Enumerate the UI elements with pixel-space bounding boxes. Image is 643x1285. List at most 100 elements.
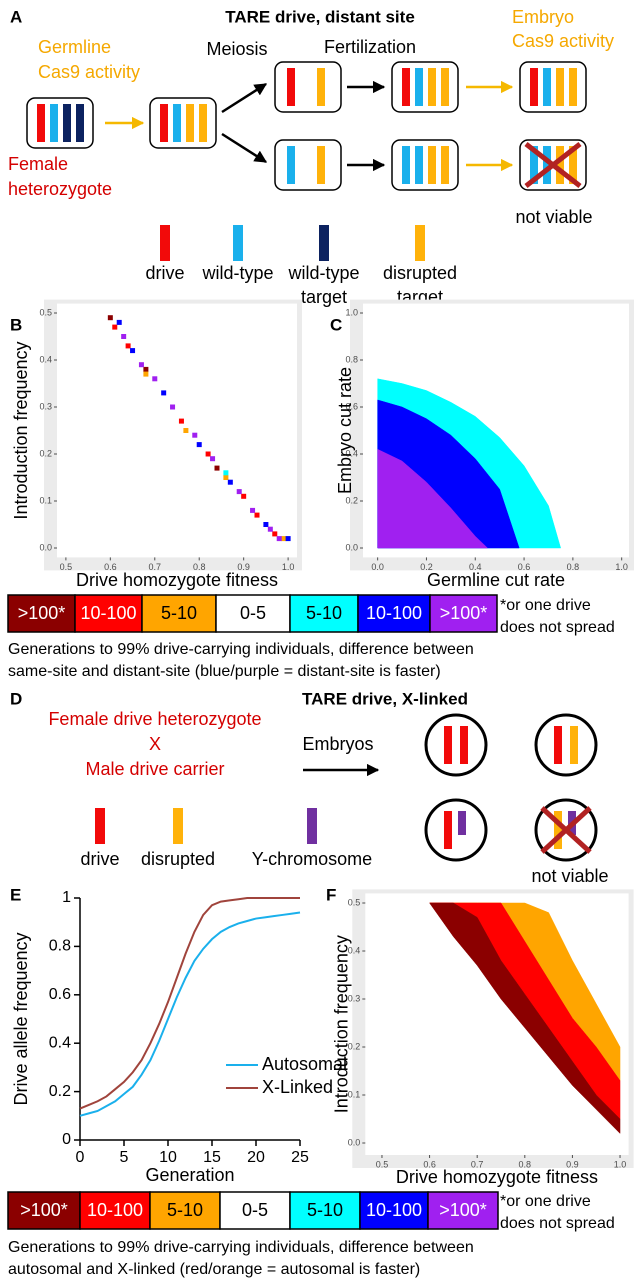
line <box>79 911 301 1117</box>
legend-swatch <box>219 1191 291 1230</box>
legend-label: 10-100 <box>366 603 422 623</box>
point <box>223 475 229 480</box>
legend-note: does not spread <box>500 1215 615 1232</box>
x-axis-title: Drive homozygote fitness <box>76 570 278 590</box>
embryo-label: Cas9 activity <box>512 31 614 51</box>
chromosome <box>186 104 194 142</box>
legend-label: 10-100 <box>366 1200 422 1220</box>
not-viable-label: not viable <box>531 866 608 886</box>
legend-swatch <box>289 1191 361 1230</box>
legend-label: 0-5 <box>240 603 266 623</box>
cross-label: Male drive carrier <box>85 759 224 779</box>
legend-label: >100* <box>18 603 66 623</box>
point <box>143 366 149 372</box>
legend-label: Autosomal <box>262 1054 347 1074</box>
caption: Generations to 99% drive-carrying indivi… <box>8 641 474 658</box>
genotype-box <box>274 61 342 113</box>
x-tick-label: 0.8 <box>193 562 206 572</box>
y-tick-label: 0.2 <box>348 1041 361 1051</box>
legend-note: *or one drive <box>500 1193 591 1210</box>
y-tick-label: 1 <box>62 889 71 906</box>
legend-swatch <box>357 594 431 633</box>
legend-label: >100* <box>440 603 488 623</box>
y-tick-label: 0.2 <box>49 1083 71 1100</box>
chromosome <box>415 68 423 106</box>
caption: Generations to 99% drive-carrying indivi… <box>8 1239 474 1256</box>
point <box>107 315 113 321</box>
chromosome <box>554 811 562 849</box>
y-tick-label: 0.6 <box>345 401 358 411</box>
legend-label: 10-100 <box>87 1200 143 1220</box>
chromosome <box>63 104 71 142</box>
point <box>254 512 260 518</box>
y-tick-label: 0.4 <box>348 945 361 955</box>
legend-swatch <box>427 1191 499 1230</box>
chromosome <box>569 146 577 184</box>
x-tick-label: 25 <box>291 1149 309 1166</box>
point <box>281 536 287 542</box>
point <box>116 319 122 325</box>
panel-title: TARE drive, X-linked <box>302 689 468 708</box>
y-tick-label: 0.0 <box>345 542 358 552</box>
x-tick-label: 0.5 <box>60 562 73 572</box>
panel-letter: A <box>10 7 22 26</box>
chromosome <box>199 104 207 142</box>
key-swatch <box>173 808 183 844</box>
germline-label: Cas9 activity <box>38 62 140 82</box>
cross-label: X <box>149 734 161 754</box>
not-viable-label: not viable <box>515 207 592 227</box>
chromosome <box>569 68 577 106</box>
key-label: Y-chromosome <box>252 849 372 869</box>
key-label: disrupted <box>141 849 215 869</box>
plot-area <box>57 303 297 558</box>
y-tick-label: 0.4 <box>345 448 358 458</box>
legend-label: 10-100 <box>80 603 136 623</box>
legend-label: 5-10 <box>307 1200 343 1220</box>
chromosome <box>530 146 538 184</box>
key-label: wild-type <box>201 263 273 283</box>
key-swatch <box>319 225 329 261</box>
key-label: target <box>301 287 347 307</box>
point <box>214 465 220 471</box>
x-tick-label: 1.0 <box>614 1159 627 1169</box>
point <box>170 404 176 410</box>
chromosome <box>570 726 578 764</box>
legend-swatch <box>149 1191 221 1230</box>
point <box>210 456 216 462</box>
genotype-box <box>274 139 342 191</box>
point <box>130 348 136 354</box>
arrow <box>221 82 268 114</box>
x-tick-label: 0 <box>76 1149 85 1166</box>
chromosome <box>402 146 410 184</box>
y-tick-label: 1.0 <box>345 307 358 317</box>
key-swatch <box>415 225 425 261</box>
point <box>112 324 118 330</box>
chromosome <box>441 68 449 106</box>
legend-label: 5-10 <box>167 1200 203 1220</box>
legend-swatch <box>289 594 359 633</box>
key-label: drive <box>80 849 119 869</box>
point <box>192 432 198 438</box>
legend-swatch <box>429 594 498 633</box>
legend-note: does not spread <box>500 619 615 636</box>
x-tick-label: 0.8 <box>519 1159 532 1169</box>
cross-label: Female drive heterozygote <box>48 709 261 729</box>
caption: autosomal and X-linked (red/orange = aut… <box>8 1261 420 1278</box>
legend-label: 0-5 <box>242 1200 268 1220</box>
y-tick-label: 0.2 <box>345 495 358 505</box>
chromosome <box>543 68 551 106</box>
point <box>241 493 247 499</box>
panel-title: TARE drive, distant site <box>225 7 415 26</box>
x-tick-label: 0.8 <box>567 562 580 572</box>
x-tick-label: 1.0 <box>282 562 295 572</box>
key-swatch <box>160 225 170 261</box>
chromosome <box>415 146 423 184</box>
chromosome <box>458 811 466 835</box>
x-tick-label: 0.7 <box>149 562 162 572</box>
embryo <box>424 713 488 777</box>
legend-label: >100* <box>20 1200 68 1220</box>
chromosome <box>530 68 538 106</box>
legend-swatch <box>74 594 143 633</box>
chromosome <box>556 146 564 184</box>
chromosome <box>543 146 551 184</box>
